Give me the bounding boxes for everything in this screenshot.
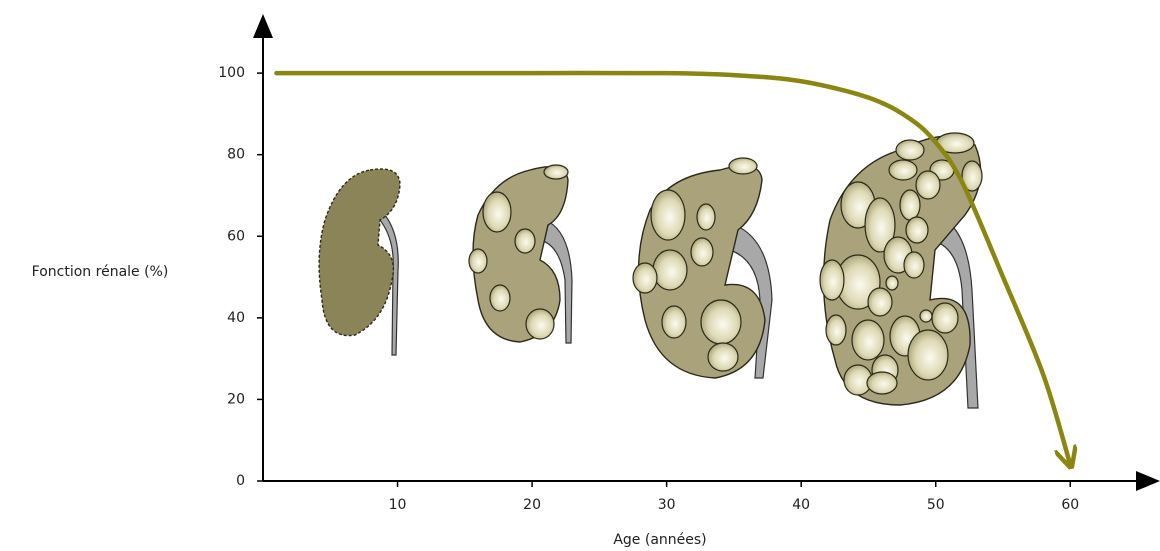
kidney-illustration [633,158,772,378]
x-tick-label: 40 [792,497,810,513]
y-tick-label: 40 [227,310,245,326]
y-tick-label: 60 [227,228,245,244]
x-tick-label: 60 [1061,497,1079,513]
kidney-illustration [469,165,572,343]
x-tick-label: 10 [389,497,407,513]
y-tick-label: 80 [227,147,245,163]
y-axis-label: Fonction rénale (%) [32,264,169,280]
y-tick-label: 100 [218,65,245,81]
x-axis-label: Age (années) [613,532,706,548]
x-axis-arrow [1136,471,1160,491]
y-tick-label: 20 [227,391,245,407]
x-tick-label: 50 [927,497,945,513]
y-tick-label: 0 [236,473,245,489]
y-axis-arrow [253,14,273,38]
x-tick-label: 30 [658,497,676,513]
chart: Fonction rénale (%) Age (années) 0 20 40 60… [0,0,1160,551]
kidney-illustration [319,169,400,355]
x-tick-label: 20 [523,497,541,513]
